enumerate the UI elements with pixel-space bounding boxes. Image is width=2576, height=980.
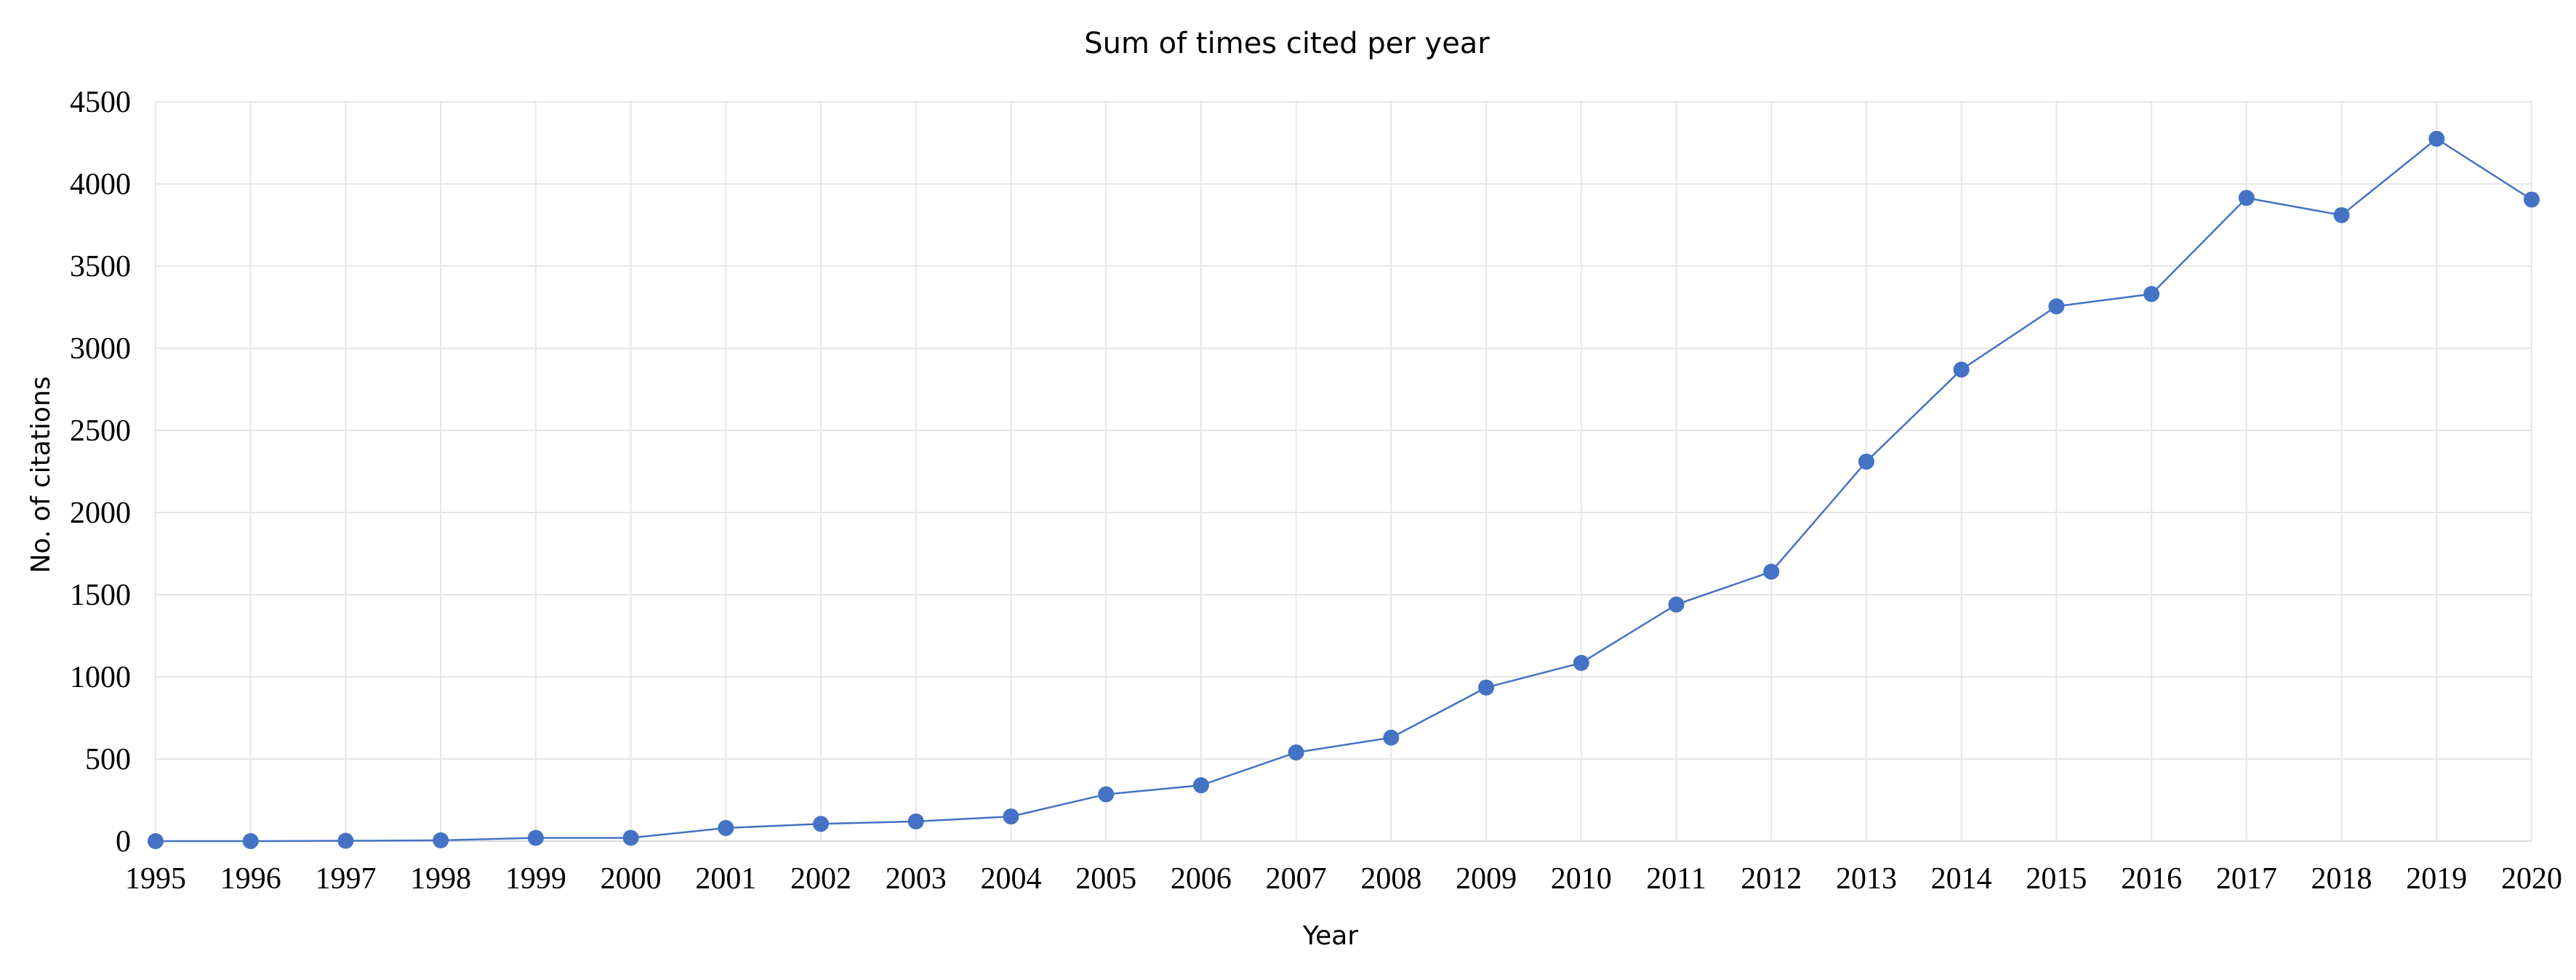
x-tick-label: 2020 (2501, 862, 2562, 896)
x-tick-label: 2001 (695, 862, 756, 896)
data-point (1573, 654, 1589, 671)
data-point (907, 813, 924, 830)
data-point (433, 832, 449, 848)
data-point (2333, 206, 2350, 223)
data-point (1003, 808, 1019, 825)
y-tick-label: 3000 (70, 332, 131, 366)
y-tick-label: 4500 (70, 86, 131, 119)
x-tick-label: 2015 (2026, 862, 2087, 896)
data-point (337, 832, 354, 849)
y-tick-label: 2500 (70, 414, 131, 448)
x-tick-label: 2004 (980, 862, 1041, 896)
data-point (1953, 361, 1970, 378)
data-point (527, 830, 544, 846)
data-point (242, 833, 259, 849)
x-tick-label: 2013 (1836, 862, 1897, 896)
x-tick-label: 2019 (2406, 862, 2467, 896)
data-point (2524, 191, 2540, 208)
x-tick-label: 2005 (1075, 862, 1136, 896)
x-tick-label: 2002 (790, 862, 851, 896)
y-tick-label: 3500 (70, 250, 131, 284)
chart-title: Sum of times cited per year (1084, 27, 1490, 60)
x-axis-label: Year (1302, 921, 1358, 951)
x-tick-label: 2010 (1551, 862, 1612, 896)
x-tick-label: 2014 (1931, 862, 1992, 896)
data-point (2143, 286, 2160, 302)
y-tick-label: 1000 (70, 661, 131, 694)
x-tick-label: 2009 (1456, 862, 1517, 896)
y-tick-label: 0 (116, 825, 131, 859)
data-point (622, 830, 639, 846)
y-tick-label: 4000 (70, 168, 131, 201)
data-point (2048, 298, 2065, 315)
x-tick-label: 2017 (2216, 862, 2277, 896)
x-tick-label: 1997 (315, 862, 376, 896)
data-point (718, 819, 734, 836)
y-axis-label: No. of citations (26, 376, 56, 573)
x-tick-label: 2000 (601, 862, 662, 896)
data-point (1383, 729, 1400, 746)
x-tick-label: 2016 (2121, 862, 2182, 896)
data-point (1668, 596, 1685, 613)
data-point (1478, 679, 1495, 696)
y-axis-ticks: 0 500 1000 1500 2000 2500 3000 3500 4000 4500 (70, 86, 131, 859)
x-tick-label: 2006 (1171, 862, 1232, 896)
x-tick-label: 2003 (886, 862, 947, 896)
x-tick-label: 1996 (220, 862, 281, 896)
data-point (148, 833, 164, 849)
x-tick-label: 1999 (505, 862, 566, 896)
x-tick-label: 2008 (1360, 862, 1421, 896)
y-tick-label: 500 (85, 743, 131, 776)
x-axis-ticks: 1995 1996 1997 1998 1999 2000 2001 2002 2003 2004… (125, 862, 2562, 896)
data-point (1098, 786, 1115, 803)
x-tick-label: 1995 (125, 862, 186, 896)
data-point (1858, 453, 1874, 470)
data-point (813, 816, 830, 832)
y-tick-label: 1500 (70, 579, 131, 612)
x-tick-label: 1998 (410, 862, 471, 896)
data-point (1288, 744, 1304, 760)
series-line (156, 137, 2532, 843)
data-point (2238, 190, 2255, 206)
x-tick-label: 2018 (2311, 862, 2372, 896)
y-tick-label: 2000 (70, 497, 131, 530)
data-point (1192, 777, 1209, 794)
data-point (1763, 563, 1780, 580)
x-tick-label: 2011 (1646, 862, 1706, 896)
x-tick-label: 2012 (1741, 862, 1802, 896)
x-tick-label: 2007 (1266, 862, 1327, 896)
gridlines (155, 101, 2532, 841)
data-series (148, 130, 2540, 849)
data-point (2428, 130, 2445, 147)
